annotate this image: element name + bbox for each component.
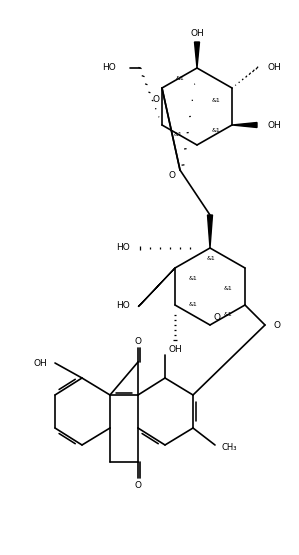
Text: &1: &1: [174, 133, 182, 138]
Text: &1: &1: [224, 285, 232, 290]
Polygon shape: [138, 268, 175, 307]
Text: &1: &1: [224, 312, 232, 317]
Text: CH₃: CH₃: [222, 443, 237, 452]
Polygon shape: [208, 215, 213, 248]
Text: OH: OH: [267, 63, 281, 73]
Polygon shape: [195, 42, 199, 68]
Text: &1: &1: [176, 75, 184, 80]
Text: HO: HO: [116, 300, 130, 310]
Text: HO: HO: [102, 63, 116, 73]
Text: O: O: [135, 336, 141, 346]
Text: O: O: [135, 481, 141, 490]
Text: O: O: [169, 170, 176, 179]
Text: O: O: [213, 312, 220, 321]
Polygon shape: [232, 123, 257, 128]
Text: &1: &1: [212, 128, 220, 133]
Text: OH: OH: [190, 29, 204, 38]
Text: OH: OH: [168, 346, 182, 355]
Text: &1: &1: [189, 302, 197, 307]
Text: OH: OH: [33, 359, 47, 367]
Text: &1: &1: [207, 255, 215, 260]
Text: HO: HO: [116, 244, 130, 253]
Text: &1: &1: [189, 275, 197, 280]
Text: &1: &1: [212, 98, 220, 103]
Text: O: O: [273, 320, 280, 330]
Text: O: O: [152, 95, 159, 104]
Text: OH: OH: [267, 120, 281, 129]
